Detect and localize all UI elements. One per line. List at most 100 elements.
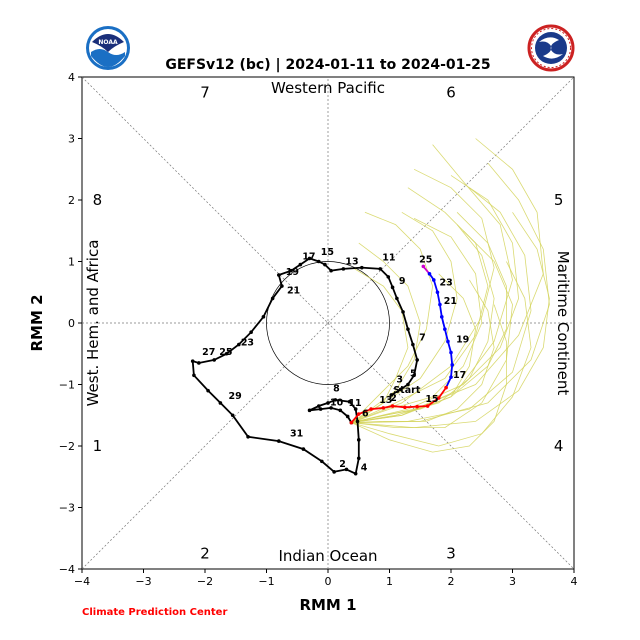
y-tick-label: 1 <box>68 256 75 269</box>
observed-point <box>192 373 196 378</box>
x-tick-label: 0 <box>325 575 332 588</box>
observed-track-line <box>191 257 419 475</box>
phase-label: 4 <box>554 437 564 455</box>
observed-point <box>401 310 405 314</box>
ensemble-member-line <box>351 168 495 423</box>
x-tick-label: −2 <box>197 575 213 588</box>
ensemble-member-line <box>351 187 532 423</box>
observed-point <box>326 401 330 405</box>
observed-point <box>360 265 364 270</box>
forecast-point <box>369 407 373 411</box>
observed-point <box>261 315 266 319</box>
day-label: 3 <box>396 375 403 386</box>
observed-point <box>329 406 333 410</box>
observed-point <box>353 407 358 411</box>
ensemble-member-line <box>351 138 544 423</box>
observed-point <box>390 285 395 290</box>
ensemble-member-line <box>351 211 434 423</box>
forecast-point <box>349 420 354 425</box>
forecast-point <box>425 404 430 408</box>
x-axis-label: RMM 1 <box>299 596 356 614</box>
forecast-point <box>436 396 441 400</box>
forecast-point <box>403 405 407 410</box>
day-label: 21 <box>444 296 457 307</box>
phase-label: 5 <box>554 191 564 209</box>
ensemble-member-line <box>351 162 550 423</box>
forecast-point <box>444 385 448 390</box>
forecast-point <box>443 327 447 331</box>
x-tick-label: 2 <box>448 575 455 588</box>
observed-point <box>301 447 306 451</box>
forecast-point <box>415 404 419 409</box>
ensemble-member-line <box>351 187 489 423</box>
chart-title: GEFSv12 (bc) | 2024-01-11 to 2024-01-25 <box>165 57 490 73</box>
day-label: 9 <box>399 276 406 287</box>
y-tick-label: −3 <box>59 502 75 515</box>
x-tick-label: −3 <box>135 575 151 588</box>
observed-point <box>307 408 312 413</box>
forecast-point <box>390 404 395 408</box>
day-label: 29 <box>229 391 242 402</box>
observed-point <box>411 342 415 347</box>
day-label: 13 <box>345 256 358 267</box>
region-label-left: West. Hem. and Africa <box>84 240 102 407</box>
observed-point <box>298 262 303 267</box>
forecast-point <box>449 375 453 379</box>
observed-point <box>345 414 350 419</box>
phase-label: 1 <box>93 437 103 455</box>
day-label: 19 <box>456 335 469 346</box>
observed-point <box>206 388 210 393</box>
y-tick-label: 4 <box>68 71 75 84</box>
observed-point <box>212 358 217 362</box>
forecast-point <box>427 272 432 276</box>
observed-point <box>398 387 403 392</box>
day-label: 17 <box>302 252 315 263</box>
day-label: 21 <box>287 285 300 296</box>
observed-point <box>353 471 358 476</box>
day-label: 25 <box>419 255 432 266</box>
observed-point <box>316 404 321 408</box>
day-label: 8 <box>333 384 340 395</box>
ensemble-member-line <box>351 242 421 423</box>
y-axis-label: RMM 2 <box>28 294 46 351</box>
observed-point <box>224 351 229 356</box>
forecast-week2-line <box>428 273 454 388</box>
ensemble-member-line <box>351 212 507 423</box>
observed-point <box>356 438 361 442</box>
y-tick-label: 0 <box>68 317 75 330</box>
observed-point <box>389 393 394 397</box>
region-label-right: Maritime Continent <box>554 251 572 396</box>
observed-point <box>378 267 383 271</box>
phase-label: 6 <box>446 83 456 101</box>
forecast-point <box>438 302 442 307</box>
observed-point <box>277 273 281 277</box>
day-label: 23 <box>241 338 254 349</box>
noaa-logo: NOAA <box>86 26 130 70</box>
x-tick-label: −1 <box>258 575 274 588</box>
observed-point <box>289 268 293 273</box>
day-label: Start <box>393 385 420 396</box>
phase-label: 8 <box>93 191 103 209</box>
forecast-week1-line <box>350 387 447 424</box>
observed-point <box>270 296 275 301</box>
ensemble-member-line <box>351 175 520 423</box>
observed-point <box>197 361 201 365</box>
observed-point <box>277 439 281 443</box>
phase-label: 2 <box>200 545 210 563</box>
day-label: 6 <box>362 408 369 419</box>
observed-point <box>329 268 333 273</box>
x-tick-label: 4 <box>571 575 578 588</box>
observed-point <box>246 434 250 439</box>
ensemble-member-line <box>351 230 513 428</box>
ensemble-member-line <box>351 279 495 423</box>
day-label: 17 <box>453 370 466 381</box>
phase-label: 7 <box>200 83 210 101</box>
observed-point <box>344 467 349 472</box>
ensemble-member-line <box>351 267 409 423</box>
observed-point <box>190 359 195 363</box>
day-label: 23 <box>439 277 452 288</box>
day-label: 4 <box>361 462 368 473</box>
day-label: 31 <box>290 429 303 440</box>
observed-point <box>406 382 410 387</box>
